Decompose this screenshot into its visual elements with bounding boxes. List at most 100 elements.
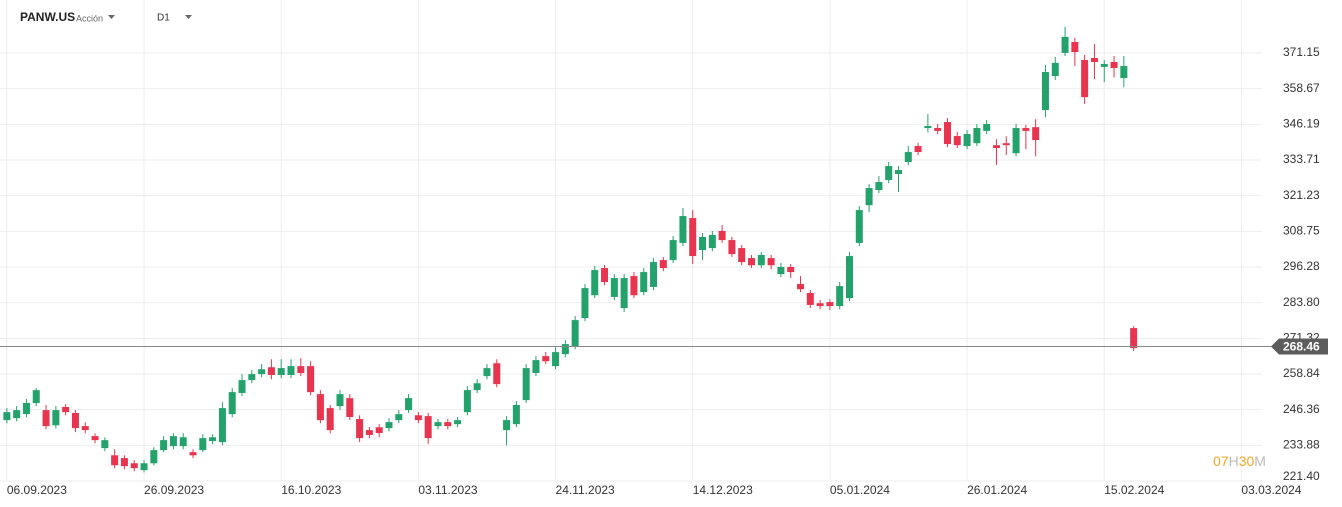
candle-body [1051,62,1059,77]
candle-body [571,320,579,347]
candle-body [169,436,177,447]
candle-body [738,248,746,263]
candle-body [689,218,697,257]
y-tick-label: 221.40 [1283,469,1320,483]
candle-body [512,404,520,425]
candle-body [463,390,471,413]
candle-body [52,410,60,426]
asset-type: Acción [76,13,103,23]
y-tick-label: 283.80 [1283,295,1320,309]
candle-body [81,426,89,431]
countdown-m: M [1254,453,1266,469]
candle-body [718,230,726,241]
candle-body [42,410,50,427]
candle-body [708,234,716,249]
y-tick-label: 358.67 [1283,81,1320,95]
candle-body [1120,66,1128,79]
candle-body [983,124,991,131]
candle-body [473,383,481,391]
candle-body [855,210,863,243]
candle-body [826,302,834,307]
candle-body [101,440,109,449]
candle-body [238,380,246,393]
candle-body [1002,143,1010,146]
candle-body [1032,127,1040,141]
candle-body [885,166,893,181]
candle-body [365,430,373,435]
candle-body [1100,64,1108,67]
candle-body [307,366,315,393]
candle-body [816,303,824,307]
candle-body [111,455,119,466]
x-tick-label: 16.10.2023 [281,483,341,497]
x-tick-label: 26.01.2024 [967,483,1027,497]
dropdown-arrow[interactable] [185,15,192,19]
candle-body [454,420,462,425]
candle-body [218,408,226,443]
x-tick-label: 03.03.2024 [1241,483,1301,497]
candle-body [1012,128,1020,154]
candles [3,26,1138,473]
candle-body [375,427,383,433]
candle-body [1081,60,1089,98]
candle-body [405,398,413,411]
candle-body [522,368,530,401]
candle-body [316,394,324,421]
candle-body [748,258,756,266]
candle-body [297,366,305,373]
countdown-hours: 07 [1213,453,1229,469]
candle-body [787,266,795,273]
candle-body [581,288,589,319]
candle-body [1110,62,1118,69]
y-tick-label: 333.71 [1283,152,1320,166]
candle-body [346,398,354,417]
candle-body [189,452,197,456]
candle-body [287,366,295,375]
candle-body [1022,128,1030,131]
candle-body [797,284,805,290]
timeframe[interactable]: D1 [157,13,170,24]
candle-body [601,268,609,283]
candle-body [757,254,765,266]
candle-body [130,463,138,469]
candle-body [669,240,677,261]
y-tick-label: 371.15 [1283,45,1320,59]
candle-body [326,408,334,431]
candle-body [973,128,981,144]
candle-body [963,134,971,147]
candle-body [542,356,550,362]
x-tick-label: 14.12.2023 [693,483,753,497]
candle-body [650,262,658,287]
candle-body [385,422,393,429]
candle-body [699,236,707,251]
symbol[interactable]: PANW.US [20,10,75,24]
grid: 221.40233.88246.36258.84271.32283.80296.… [0,0,1320,497]
candle-body [640,272,648,293]
x-tick-label: 15.02.2024 [1104,483,1164,497]
y-tick-label: 233.88 [1283,438,1320,452]
candle-body [1071,42,1079,53]
candle-body [953,136,961,146]
candle-body [777,266,785,275]
candle-body [13,410,21,419]
x-tick-label: 03.11.2023 [418,483,477,497]
candle-body [767,258,775,266]
candle-body [209,437,217,441]
candle-body [1090,58,1098,63]
candle-body [845,256,853,299]
price-label-box [1271,338,1328,355]
dropdown-arrow[interactable] [108,15,115,19]
candle-body [140,463,148,471]
candle-body [434,422,442,427]
candle-body [875,182,883,191]
candle-body [179,437,187,447]
y-tick-label: 321.23 [1283,188,1320,202]
candle-body [610,278,618,297]
y-tick-label: 296.28 [1283,259,1320,273]
price-label: 268.46 [1283,340,1320,354]
x-tick-label: 05.01.2024 [830,483,890,497]
candle-body [160,440,168,451]
candle-body [914,146,922,153]
